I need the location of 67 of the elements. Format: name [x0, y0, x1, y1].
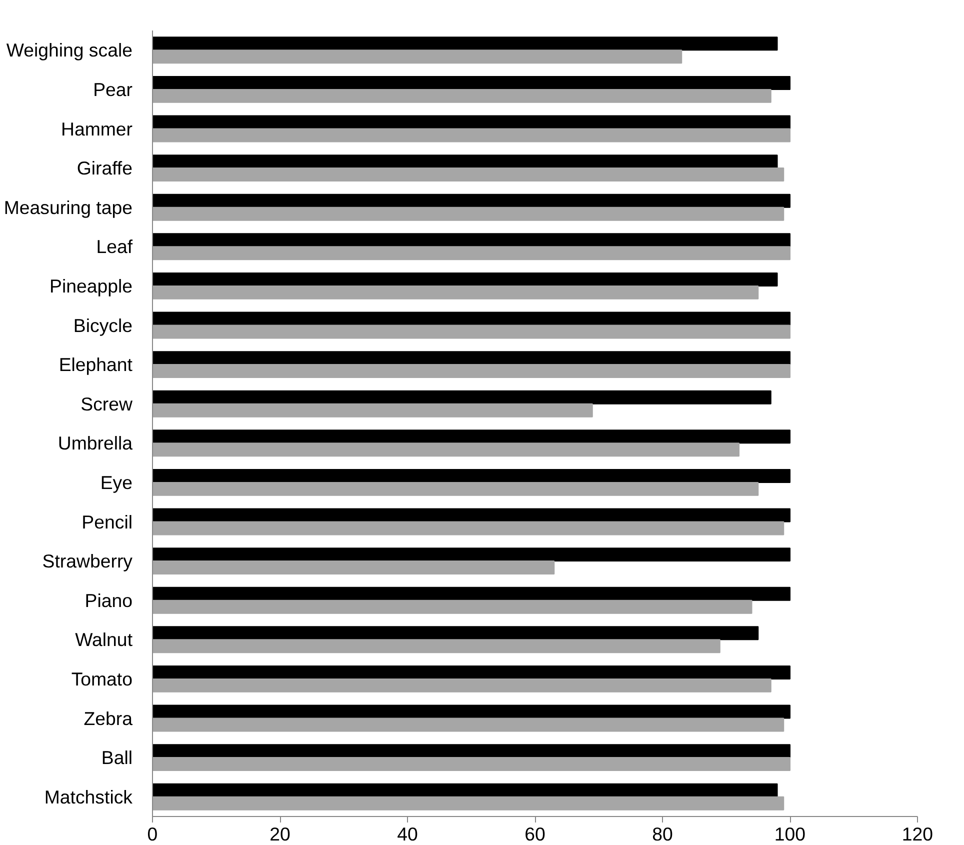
y-tick-label: Matchstick: [44, 786, 134, 808]
bar: [152, 403, 593, 418]
bar: [152, 76, 790, 90]
bar: [152, 521, 784, 536]
y-tick-label: Weighing scale: [6, 40, 133, 61]
x-tick-label: 100: [774, 824, 806, 844]
y-tick-label: Pear: [93, 78, 133, 100]
bar: [152, 508, 790, 522]
bar: [152, 115, 790, 130]
bar: [152, 206, 784, 221]
bar: [152, 442, 740, 457]
x-tick-label: 20: [270, 824, 290, 844]
bar: [152, 626, 759, 640]
bar: [152, 586, 790, 601]
bar: [152, 796, 784, 810]
y-tick-label: Giraffe: [76, 158, 133, 179]
bar: [152, 783, 778, 798]
bar: [152, 272, 778, 286]
bar: [152, 482, 759, 496]
y-tick-label: Hammer: [60, 118, 133, 140]
bar: [152, 718, 784, 732]
bar: [152, 233, 790, 248]
bar: [152, 312, 790, 326]
bar: [152, 36, 778, 51]
bar: [152, 154, 778, 169]
y-tick-label: Pineapple: [50, 275, 133, 296]
y-tick-label: Strawberry: [42, 550, 134, 572]
bar: [152, 390, 772, 404]
bar: [152, 665, 790, 680]
bar: [152, 468, 790, 483]
bar: [152, 168, 784, 182]
y-tick-label: Eye: [100, 472, 133, 493]
x-tick-label: 60: [524, 824, 546, 844]
bar: [152, 600, 752, 614]
x-tick-label: 80: [652, 824, 673, 844]
y-tick-label: Bicycle: [73, 314, 132, 336]
bar: [152, 678, 772, 692]
y-tick-label: Tomato: [71, 668, 133, 690]
bar: [152, 285, 759, 300]
y-tick-label: Ball: [101, 747, 132, 768]
y-tick-label: Screw: [80, 393, 134, 414]
bar: [152, 560, 555, 575]
x-tick-label: 0: [147, 824, 158, 844]
bar: [152, 88, 772, 103]
bar: [152, 548, 790, 562]
bar: [152, 351, 790, 366]
bar: [152, 364, 790, 378]
y-tick-label: Umbrella: [58, 432, 134, 454]
y-tick-label: Walnut: [75, 629, 134, 650]
y-tick-label: Piano: [84, 590, 133, 611]
bar: [152, 194, 790, 208]
bar: [152, 128, 790, 142]
bar: [152, 50, 682, 64]
bar: [152, 744, 790, 758]
bar: [152, 246, 790, 260]
y-tick-label: Leaf: [96, 236, 134, 258]
x-tick-label: 120: [902, 824, 934, 844]
bar: [152, 757, 790, 772]
x-tick-label: 40: [397, 824, 418, 844]
y-tick-label: Elephant: [58, 354, 134, 376]
bar: [152, 324, 790, 339]
bar: [152, 704, 790, 719]
bar: [152, 430, 790, 444]
bar: [152, 639, 720, 654]
y-tick-label: Pencil: [82, 511, 133, 532]
y-tick-label: Measuring tape: [4, 196, 133, 218]
y-tick-label: Zebra: [84, 708, 134, 729]
